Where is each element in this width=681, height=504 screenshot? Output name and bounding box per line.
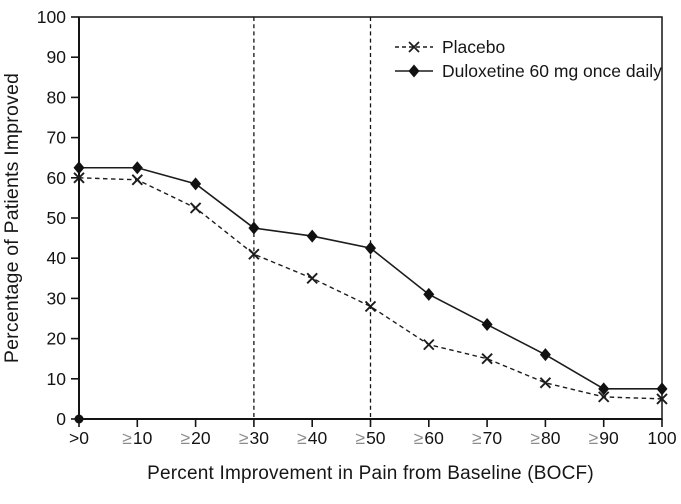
x-tick-label: >0	[69, 428, 89, 448]
diamond-marker	[248, 221, 260, 235]
y-tick-label: 80	[47, 87, 67, 107]
legend-item-duloxetine: Duloxetine 60 mg once daily	[394, 59, 662, 83]
diamond-marker	[423, 287, 435, 301]
y-tick-label: 10	[47, 369, 67, 389]
x-marker	[73, 172, 85, 184]
diamond-marker	[539, 348, 551, 362]
x-tick-label: ≥60	[414, 428, 444, 448]
y-tick-label: 20	[47, 329, 67, 349]
x-marker	[248, 248, 260, 260]
x-marker	[656, 393, 668, 405]
diamond-marker	[131, 161, 143, 175]
diamond-marker	[656, 382, 668, 396]
x-tick-label: ≥20	[181, 428, 211, 448]
x-marker	[189, 202, 202, 214]
x-tick-label: ≥90	[589, 428, 619, 448]
duloxetine-solid-line-diamond-marker-icon	[395, 64, 433, 78]
x-tick-label: ≥40	[297, 428, 327, 448]
x-tick-label: ≥30	[239, 428, 269, 448]
x-marker	[306, 272, 318, 284]
diamond-marker	[481, 318, 493, 332]
y-tick-label: 30	[47, 288, 67, 308]
x-marker	[598, 391, 610, 403]
x-marker	[423, 338, 435, 351]
origin-dot-marker	[74, 414, 84, 424]
y-tick-label: 50	[47, 208, 67, 228]
series-line-placebo	[78, 177, 663, 400]
x-marker	[131, 174, 143, 186]
y-tick-label: 0	[56, 409, 66, 429]
x-marker	[481, 353, 493, 365]
y-tick-label: 40	[47, 248, 67, 268]
diamond-marker	[73, 161, 85, 175]
legend-item-placebo: Placebo	[394, 35, 662, 59]
y-tick-label: 70	[47, 128, 67, 148]
x-tick-label: ≥10	[122, 428, 152, 448]
x-tick-label: ≥80	[530, 428, 560, 448]
y-tick-label: 60	[47, 168, 67, 188]
diamond-marker	[598, 382, 610, 396]
x-tick-label: ≥70	[472, 428, 502, 448]
x-marker	[364, 300, 377, 313]
x-tick-label: ≥50	[355, 428, 385, 448]
x-axis-title: Percent Improvement in Pain from Baselin…	[147, 463, 594, 484]
diamond-marker	[190, 177, 202, 191]
placebo-dashed-line-x-marker-icon	[395, 41, 433, 53]
y-tick-label: 90	[47, 47, 67, 67]
diamond-marker	[306, 229, 318, 243]
legend-label-duloxetine: Duloxetine 60 mg once daily	[442, 60, 662, 81]
legend: Placebo Duloxetine 60 mg once daily	[394, 35, 662, 83]
x-tick-label: 100	[647, 428, 676, 448]
diamond-marker	[365, 241, 376, 255]
x-marker	[539, 377, 552, 389]
y-tick-label: 100	[37, 7, 66, 27]
legend-label-placebo: Placebo	[442, 36, 506, 57]
y-axis-title: Percentage of Patients Improved	[1, 72, 23, 364]
